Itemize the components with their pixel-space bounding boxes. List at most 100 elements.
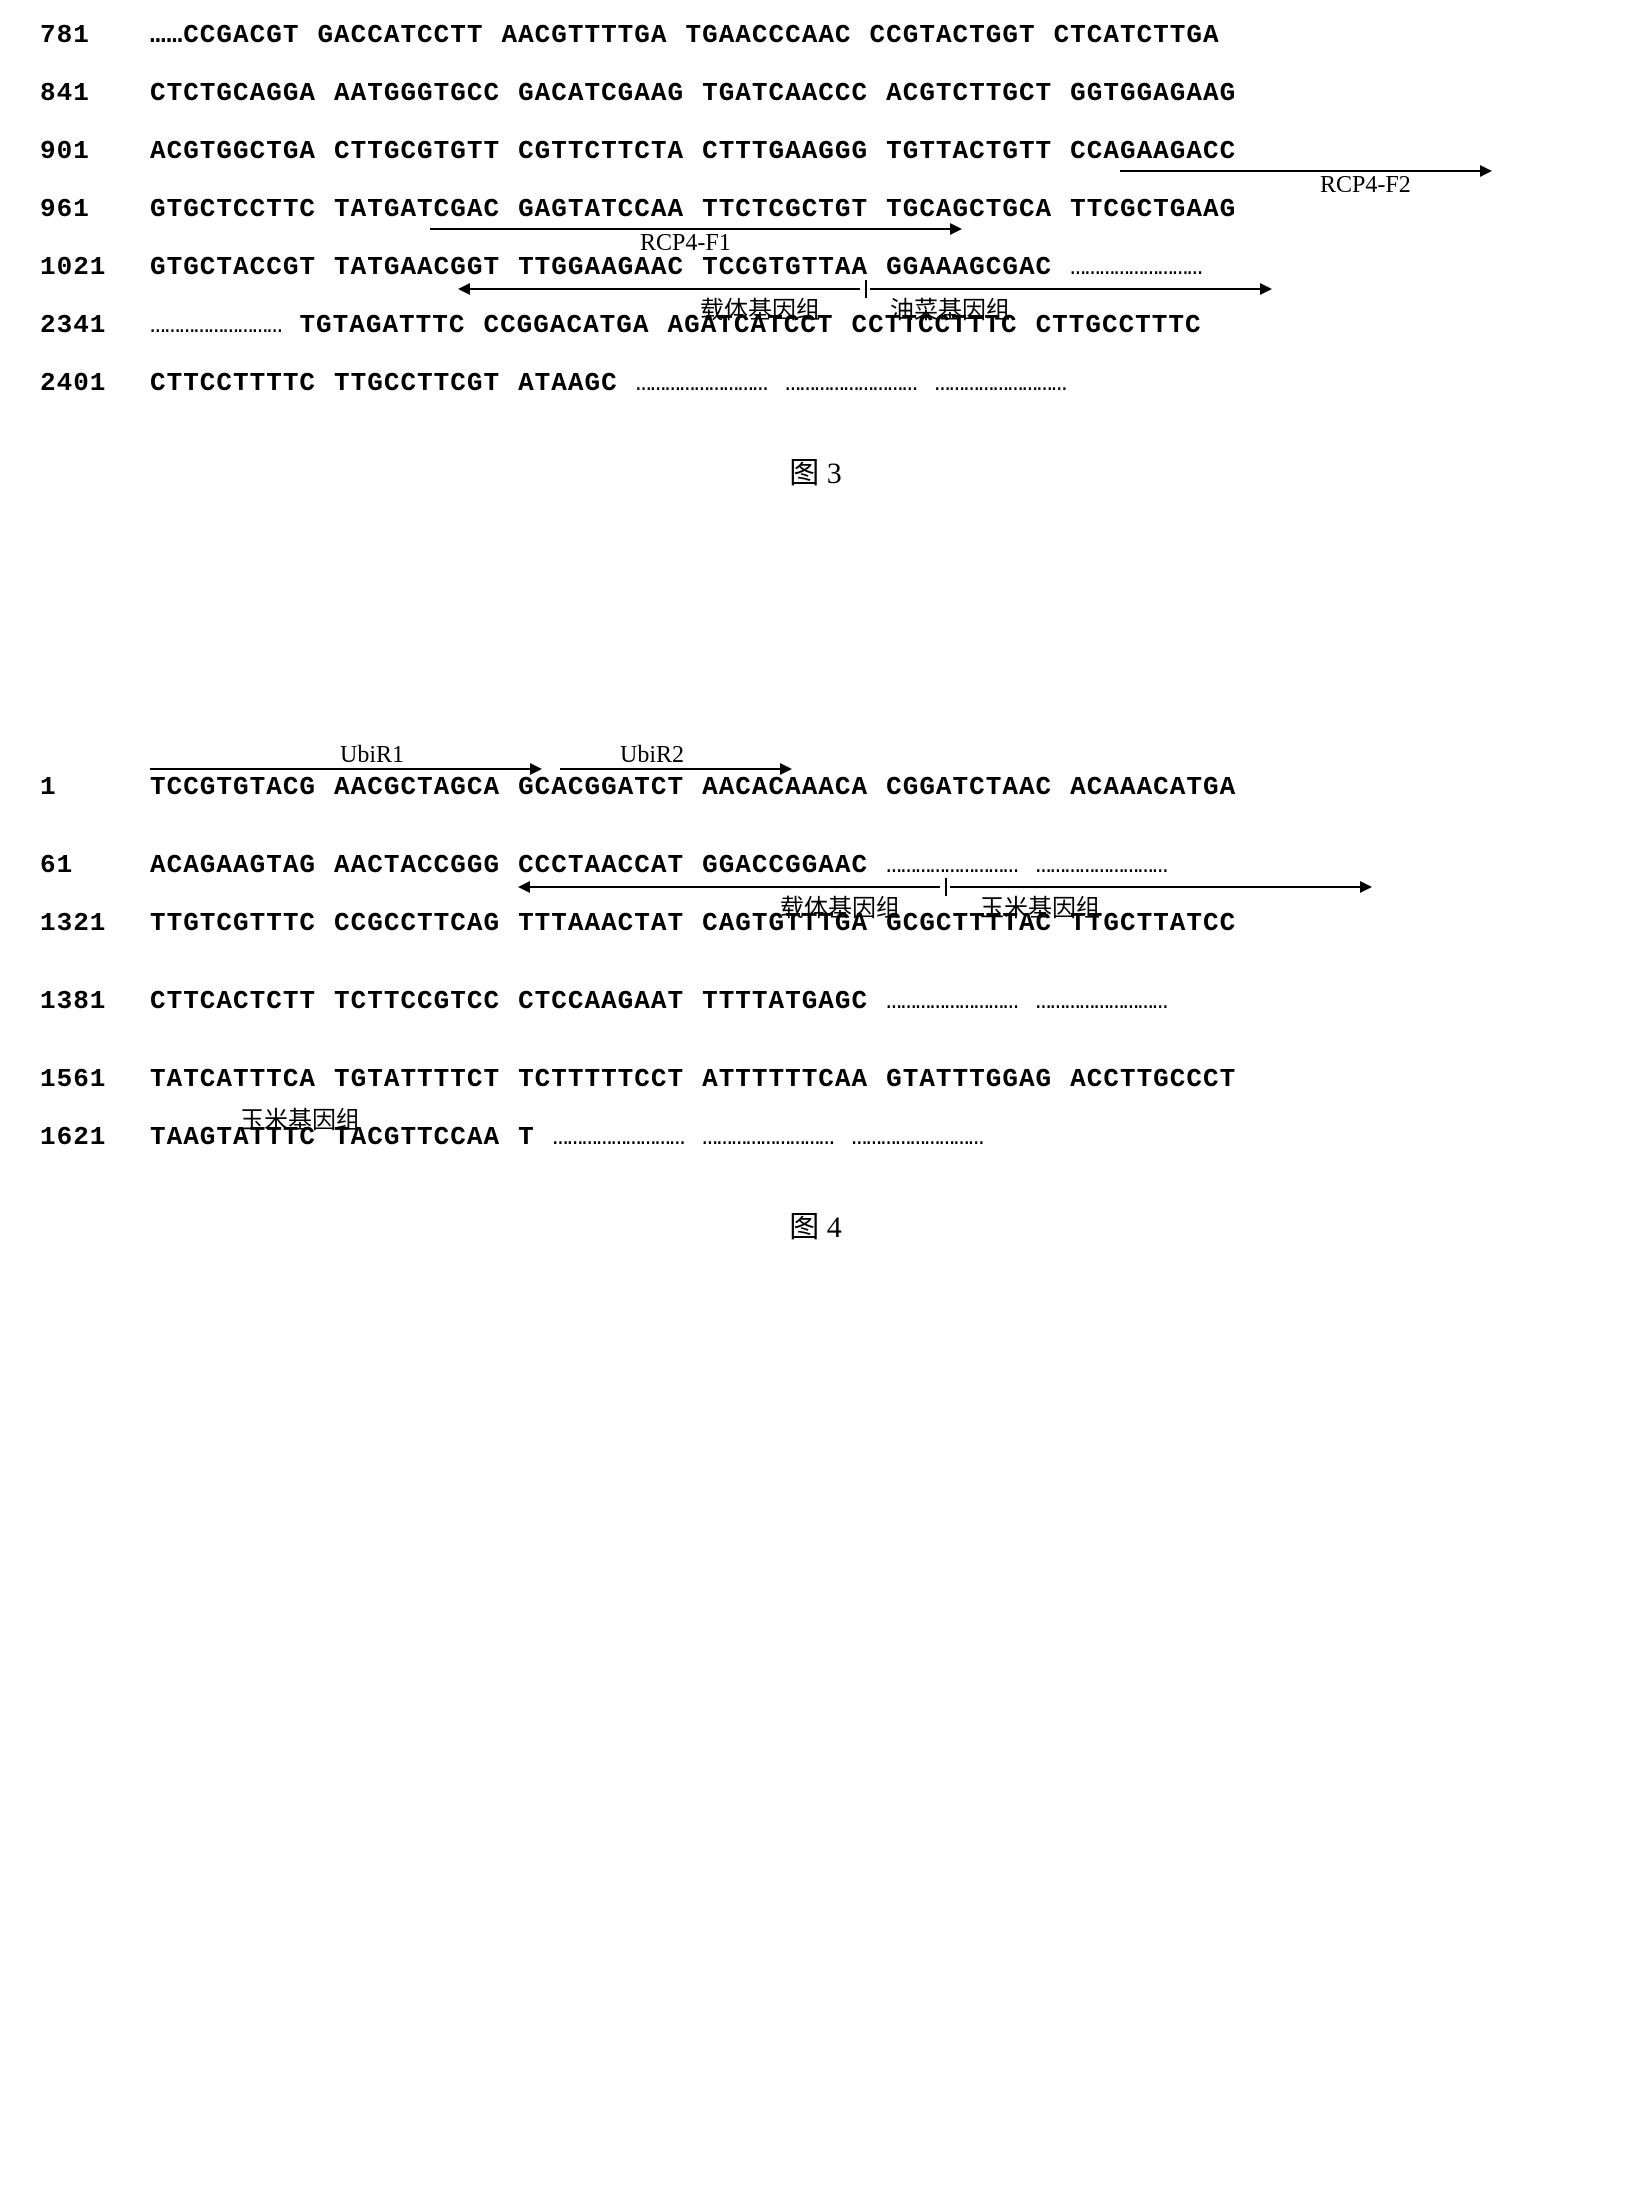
seq-chunk: ACGTGGCTGA <box>150 136 316 166</box>
seq-chunk: AACGTTTTGA <box>501 20 667 50</box>
seq-chunk: ……………………… <box>636 368 767 398</box>
arrow-right-icon <box>150 768 540 770</box>
seq-chunk: ……………………… <box>886 986 1017 1016</box>
seq-position: 1021 <box>40 252 150 282</box>
seq-chunk: GGAAAGCGAC <box>886 252 1052 282</box>
figure-3: 781 ……CCGACGT GACCATCCTT AACGTTTTGA TGAA… <box>40 20 1591 492</box>
seq-chunk: CTTGCGTGTT <box>334 136 500 166</box>
seq-data: CTCTGCAGGA AATGGGTGCC GACATCGAAG TGATCAA… <box>150 78 1236 108</box>
seq-chunk: TCTTCCGTCC <box>334 986 500 1016</box>
seq-chunk: CCGCCTTCAG <box>334 908 500 938</box>
seq-chunk: TAAGTATTTC <box>150 1122 316 1152</box>
seq-row: 841 CTCTGCAGGA AATGGGTGCC GACATCGAAG TGA… <box>40 78 1591 108</box>
seq-position: 901 <box>40 136 150 166</box>
seq-row: 1561 TATCATTTCA TGTATTTTCT TCTTTTTCCT AT… <box>40 1064 1591 1094</box>
seq-chunk: CGGATCTAAC <box>886 772 1052 802</box>
seq-chunk: ACGTCTTGCT <box>886 78 1052 108</box>
seq-chunk: TGTAGATTTC <box>299 310 465 340</box>
seq-chunk: GGACCGGAAC <box>702 850 868 880</box>
seq-data: TAAGTATTTC TACGTTCCAA T ……………………… ………………… <box>150 1122 983 1152</box>
seq-chunk: ACCTTGCCCT <box>1070 1064 1236 1094</box>
seq-row: 901 ACGTGGCTGA CTTGCGTGTT CGTTCTTCTA CTT… <box>40 136 1591 166</box>
seq-chunk: TTGTCGTTTC <box>150 908 316 938</box>
seq-chunk: CTTCCTTTTC <box>150 368 316 398</box>
figure-caption: 图 3 <box>40 448 1591 492</box>
seq-chunk: CTTTGAAGGG <box>702 136 868 166</box>
seq-position: 2401 <box>40 368 150 398</box>
seq-chunk: CTCTGCAGGA <box>150 78 316 108</box>
seq-row: 961 GTGCTCCTTC TATGATCGAC GAGTATCCAA TTC… <box>40 194 1591 224</box>
figure-caption: 图 4 <box>40 1202 1591 1246</box>
seq-data: ACAGAAGTAG AACTACCGGG CCCTAACCAT GGACCGG… <box>150 850 1167 880</box>
seq-data: CTTCACTCTT TCTTCCGTCC CTCCAAGAAT TTTTATG… <box>150 986 1167 1016</box>
seq-chunk: TGTTACTGTT <box>886 136 1052 166</box>
seq-chunk: TTTAAACTAT <box>518 908 684 938</box>
seq-chunk: TATGAACGGT <box>334 252 500 282</box>
seq-row: 1321 TTGTCGTTTC CCGCCTTCAG TTTAAACTAT CA… <box>40 908 1591 938</box>
seq-row: 1621 TAAGTATTTC TACGTTCCAA T ……………………… …… <box>40 1122 1591 1152</box>
seq-row: 2401 CTTCCTTTTC TTGCCTTCGT ATAAGC ………………… <box>40 368 1591 398</box>
seq-chunk: AGATCATCCT <box>668 310 834 340</box>
seq-position: 1621 <box>40 1122 150 1152</box>
seq-data: TTGTCGTTTC CCGCCTTCAG TTTAAACTAT CAGTGTT… <box>150 908 1236 938</box>
seq-row: 61 ACAGAAGTAG AACTACCGGG CCCTAACCAT GGAC… <box>40 850 1591 880</box>
seq-chunk: AACTACCGGG <box>334 850 500 880</box>
seq-chunk: ……………………… <box>1036 986 1167 1016</box>
seq-chunk: TTGCCTTCGT <box>334 368 500 398</box>
annotation-row: UbiR1 UbiR2 1 TCCGTGTACG AACGCTAGCA GCAC… <box>40 772 1591 802</box>
seq-chunk: GACCATCCTT <box>317 20 483 50</box>
divider-bar <box>945 878 947 896</box>
seq-chunk: ……………………… <box>553 1122 684 1152</box>
arrow-right-icon <box>560 768 790 770</box>
seq-chunk: TCCGTGTTAA <box>702 252 868 282</box>
seq-chunk: CCAGAAGACC <box>1070 136 1236 166</box>
annotation-row: 1021 GTGCTACCGT TATGAACGGT TTGGAAGAAC TC… <box>40 252 1591 282</box>
seq-row: 1021 GTGCTACCGT TATGAACGGT TTGGAAGAAC TC… <box>40 252 1591 282</box>
seq-chunk: TGCAGCTGCA <box>886 194 1052 224</box>
ubir1-label: UbiR1 <box>340 742 404 769</box>
seq-chunk: GAGTATCCAA <box>518 194 684 224</box>
seq-chunk: GCGCTTTTAC <box>886 908 1052 938</box>
seq-chunk: TCCGTGTACG <box>150 772 316 802</box>
seq-chunk: CTCATCTTGA <box>1054 20 1220 50</box>
seq-chunk: CAGTGTTTGA <box>702 908 868 938</box>
seq-chunk: TTGCTTATCC <box>1070 908 1236 938</box>
seq-chunk: GTATTTGGAG <box>886 1064 1052 1094</box>
divider-bar <box>865 280 867 298</box>
seq-chunk: TGAACCCAAC <box>686 20 852 50</box>
annotation-row: 901 ACGTGGCTGA CTTGCGTGTT CGTTCTTCTA CTT… <box>40 136 1591 166</box>
seq-data: ……CCGACGT GACCATCCTT AACGTTTTGA TGAACCCA… <box>150 20 1220 50</box>
seq-chunk: ATAAGC <box>518 368 618 398</box>
seq-chunk: AATGGGTGCC <box>334 78 500 108</box>
seq-chunk: ……………………… <box>702 1122 833 1152</box>
seq-chunk: ……………………… <box>785 368 916 398</box>
seq-chunk: TTCTCGCTGT <box>702 194 868 224</box>
annotation-row: 961 GTGCTCCTTC TATGATCGAC GAGTATCCAA TTC… <box>40 194 1591 224</box>
seq-chunk: CGTTCTTCTA <box>518 136 684 166</box>
seq-chunk: CTTGCCTTTC <box>1036 310 1202 340</box>
seq-chunk: TTGGAAGAAC <box>518 252 684 282</box>
seq-chunk: GTGCTACCGT <box>150 252 316 282</box>
ubir2-label: UbiR2 <box>620 742 684 769</box>
seq-position: 1381 <box>40 986 150 1016</box>
seq-position: 1561 <box>40 1064 150 1094</box>
seq-position: 61 <box>40 850 150 880</box>
seq-chunk: TATGATCGAC <box>334 194 500 224</box>
seq-chunk: TACGTTCCAA <box>334 1122 500 1152</box>
seq-chunk: CCCTAACCAT <box>518 850 684 880</box>
seq-position: 781 <box>40 20 150 50</box>
figure-4: UbiR1 UbiR2 1 TCCGTGTACG AACGCTAGCA GCAC… <box>40 772 1591 1246</box>
seq-chunk: TTCGCTGAAG <box>1070 194 1236 224</box>
seq-chunk: GTGCTCCTTC <box>150 194 316 224</box>
seq-chunk: TGATCAACCC <box>702 78 868 108</box>
seq-chunk: ……CCGACGT <box>150 20 299 50</box>
seq-chunk: GGTGGAGAAG <box>1070 78 1236 108</box>
seq-chunk: CCGGACATGA <box>483 310 649 340</box>
seq-chunk: GCACGGATCT <box>518 772 684 802</box>
arrow-right-icon <box>1120 170 1490 172</box>
seq-data: ACGTGGCTGA CTTGCGTGTT CGTTCTTCTA CTTTGAA… <box>150 136 1236 166</box>
seq-chunk: CTTCACTCTT <box>150 986 316 1016</box>
seq-row: 1 TCCGTGTACG AACGCTAGCA GCACGGATCT AACAC… <box>40 772 1591 802</box>
seq-chunk: ……………………… <box>886 850 1017 880</box>
seq-chunk: AACGCTAGCA <box>334 772 500 802</box>
